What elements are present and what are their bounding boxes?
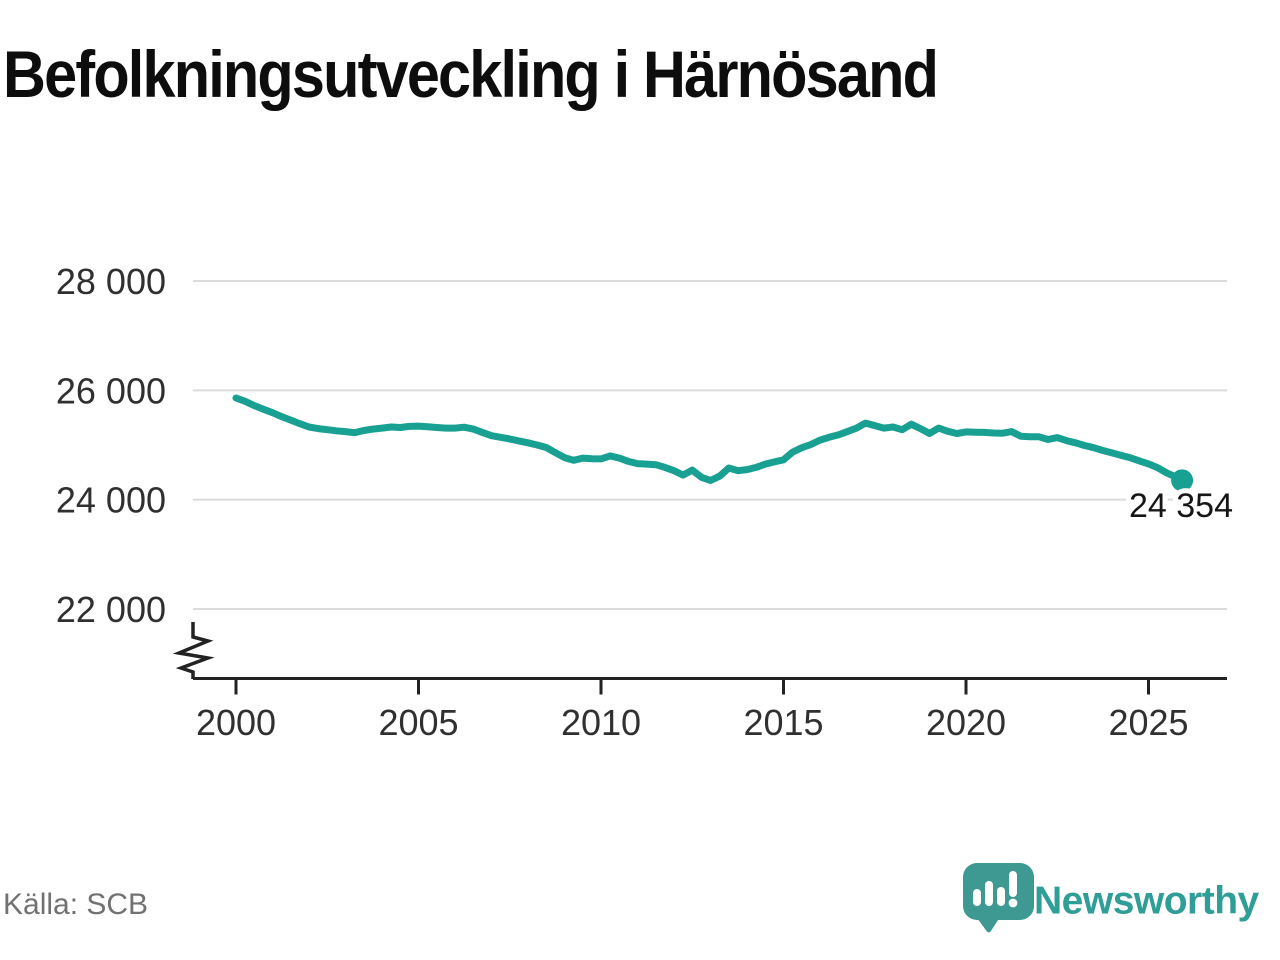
population-line <box>232 394 1186 484</box>
axis-break-icon <box>172 622 215 679</box>
bar-chart-glyph <box>973 871 1018 908</box>
x-tick-label: 2000 <box>196 702 276 743</box>
x-tick-label: 2015 <box>743 702 823 743</box>
x-tick-label: 2010 <box>561 702 641 743</box>
x-tick-label: 2025 <box>1108 702 1188 743</box>
y-tick-label: 22 000 <box>56 589 166 630</box>
latest-point-dot <box>1171 469 1194 492</box>
latest-value-label: 24 354 <box>1129 487 1233 525</box>
x-tick-label: 2020 <box>926 702 1006 743</box>
exclamation-stem <box>1009 871 1017 897</box>
y-tick-label: 28 000 <box>56 261 166 302</box>
source-note: Källa: SCB <box>3 888 149 921</box>
exclamation-dot <box>1008 898 1018 908</box>
y-tick-label: 24 000 <box>56 480 166 521</box>
newsworthy-logo: Newsworthy <box>963 863 1260 933</box>
x-tick-label: 2005 <box>378 702 458 743</box>
y-tick-label: 26 000 <box>56 370 166 411</box>
newsworthy-logo-mark <box>963 863 1034 933</box>
newsworthy-logo-text: Newsworthy <box>1034 879 1260 922</box>
chart-title: Befolkningsutveckling i Härnösand <box>3 37 939 111</box>
